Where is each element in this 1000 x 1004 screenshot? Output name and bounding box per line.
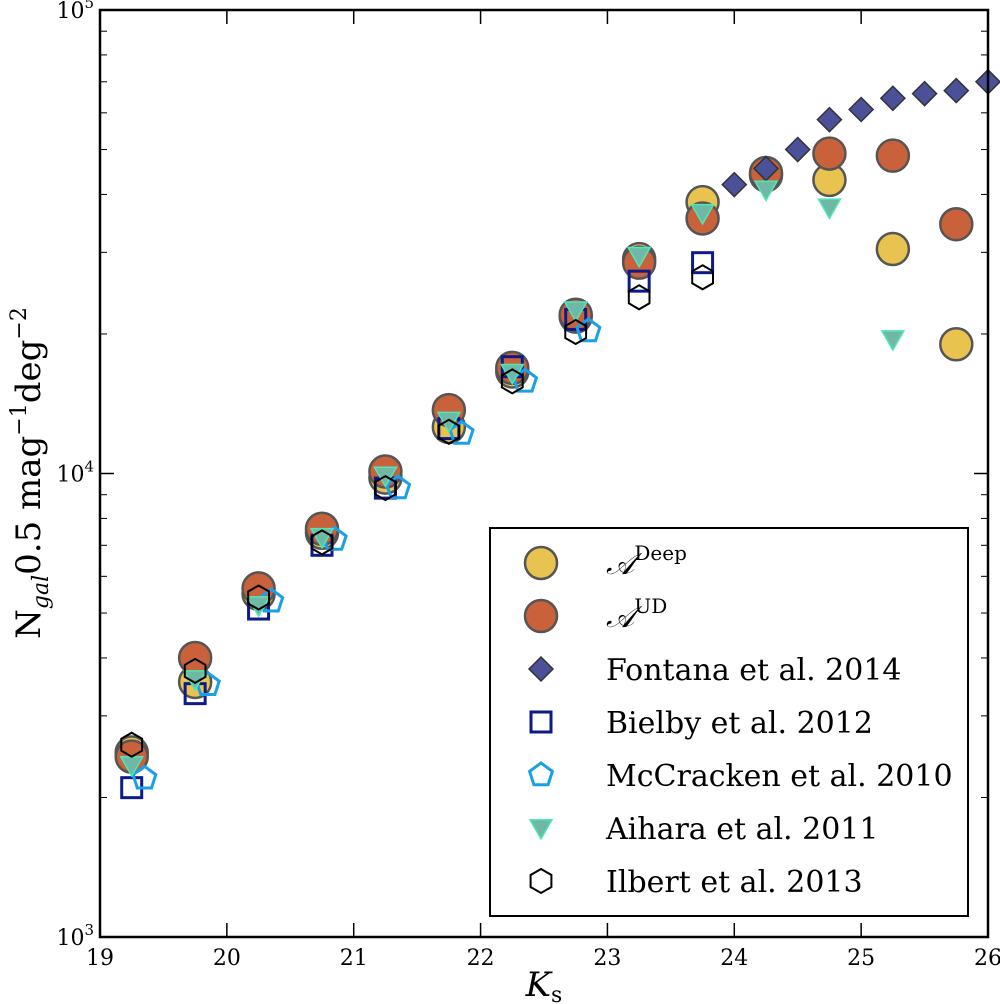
- legend-item: 𝒜Deep: [523, 541, 687, 582]
- x-axis-label-sub: s: [551, 983, 562, 1004]
- y-axis-label-gal: gal: [29, 575, 54, 609]
- data-point: [880, 330, 906, 352]
- x-tick-label: 21: [340, 946, 368, 971]
- legend-label: Bielby et al. 2012: [606, 706, 873, 741]
- legend-item: McCracken et al. 2010: [527, 759, 953, 794]
- legend-marker: [523, 598, 559, 634]
- x-tick-label: 20: [213, 946, 241, 971]
- data-point: [875, 231, 911, 267]
- legend-label: McCracken et al. 2010: [606, 759, 953, 794]
- data-point: [310, 529, 334, 556]
- x-tick-label: 19: [86, 946, 114, 971]
- data-point: [721, 171, 748, 198]
- y-tick-label: 103: [56, 921, 94, 951]
- legend-item: Ilbert et al. 2013: [529, 865, 863, 900]
- legend-label: Ilbert et al. 2013: [606, 865, 863, 900]
- data-point: [943, 77, 970, 104]
- series-5: [119, 180, 906, 778]
- data-point: [812, 136, 847, 171]
- x-tick-label: 22: [467, 946, 495, 971]
- legend-label: Fontana et al. 2014: [606, 653, 902, 688]
- data-point: [848, 96, 875, 123]
- legend-marker: [528, 819, 554, 841]
- legend-frame: [489, 527, 969, 917]
- data-point: [564, 318, 588, 346]
- y-tick-label: 104: [56, 458, 94, 488]
- x-axis-label: Ks: [525, 965, 563, 1004]
- y-axis-label-exp1: −1: [7, 403, 32, 435]
- legend-marker: [529, 710, 553, 734]
- legend-label: 𝒜Deep: [606, 541, 687, 582]
- legend-marker: [523, 545, 559, 581]
- data-point: [627, 284, 651, 311]
- y-axis-label: Ngal0.5 mag−1deg−2: [7, 307, 54, 639]
- x-tick-label: 23: [593, 946, 621, 971]
- data-point: [374, 474, 397, 502]
- y-axis-label-deg: deg: [9, 340, 49, 404]
- data-point: [575, 317, 602, 343]
- x-tick-label: 26: [974, 946, 1000, 971]
- y-tick-labels: 103 104 105: [56, 0, 94, 951]
- data-point: [626, 246, 652, 269]
- data-point: [437, 418, 461, 445]
- data-point: [183, 657, 207, 685]
- data-point: [690, 203, 715, 226]
- data-point: [448, 419, 475, 445]
- y-tick-label: 105: [56, 0, 94, 24]
- x-tick-label: 24: [720, 946, 748, 971]
- series-layer: [114, 68, 1000, 800]
- data-point: [384, 474, 412, 500]
- data-point: [563, 301, 589, 323]
- data-point: [911, 80, 938, 107]
- data-point: [817, 198, 842, 220]
- data-point: [753, 180, 779, 202]
- data-point: [500, 368, 524, 395]
- series-2: [721, 68, 1000, 198]
- legend-item: Aihara et al. 2011: [528, 812, 878, 847]
- x-tick-labels: 19 20 21 22 23 24 25 26: [86, 946, 1000, 971]
- data-point: [499, 363, 525, 386]
- data-point: [879, 85, 906, 112]
- y-axis-label-mag: 0.5 mag: [9, 436, 49, 575]
- legend-item: Fontana et al. 2014: [527, 653, 902, 688]
- data-point: [120, 731, 144, 758]
- data-point: [939, 206, 974, 242]
- y-axis-label-exp2: −2: [7, 307, 32, 339]
- data-point: [816, 106, 843, 133]
- data-point: [784, 136, 811, 163]
- data-point: [875, 138, 911, 173]
- legend-label: Aihara et al. 2011: [605, 812, 878, 847]
- data-point: [939, 327, 974, 362]
- data-point: [691, 251, 715, 275]
- x-axis-label-main: K: [525, 965, 554, 1004]
- legend-marker: [527, 761, 555, 787]
- data-point: [691, 264, 714, 291]
- legend-marker: [529, 867, 553, 895]
- x-tick-label: 25: [847, 946, 875, 971]
- legend-item: Bielby et al. 2012: [529, 706, 873, 741]
- data-point: [627, 269, 651, 293]
- plot-frame: [98, 8, 990, 939]
- legend-marker: [527, 655, 555, 683]
- data-point: [247, 584, 270, 611]
- y-axis-label-n: N: [9, 609, 49, 639]
- data-point: [131, 764, 158, 790]
- series-6: [120, 264, 714, 758]
